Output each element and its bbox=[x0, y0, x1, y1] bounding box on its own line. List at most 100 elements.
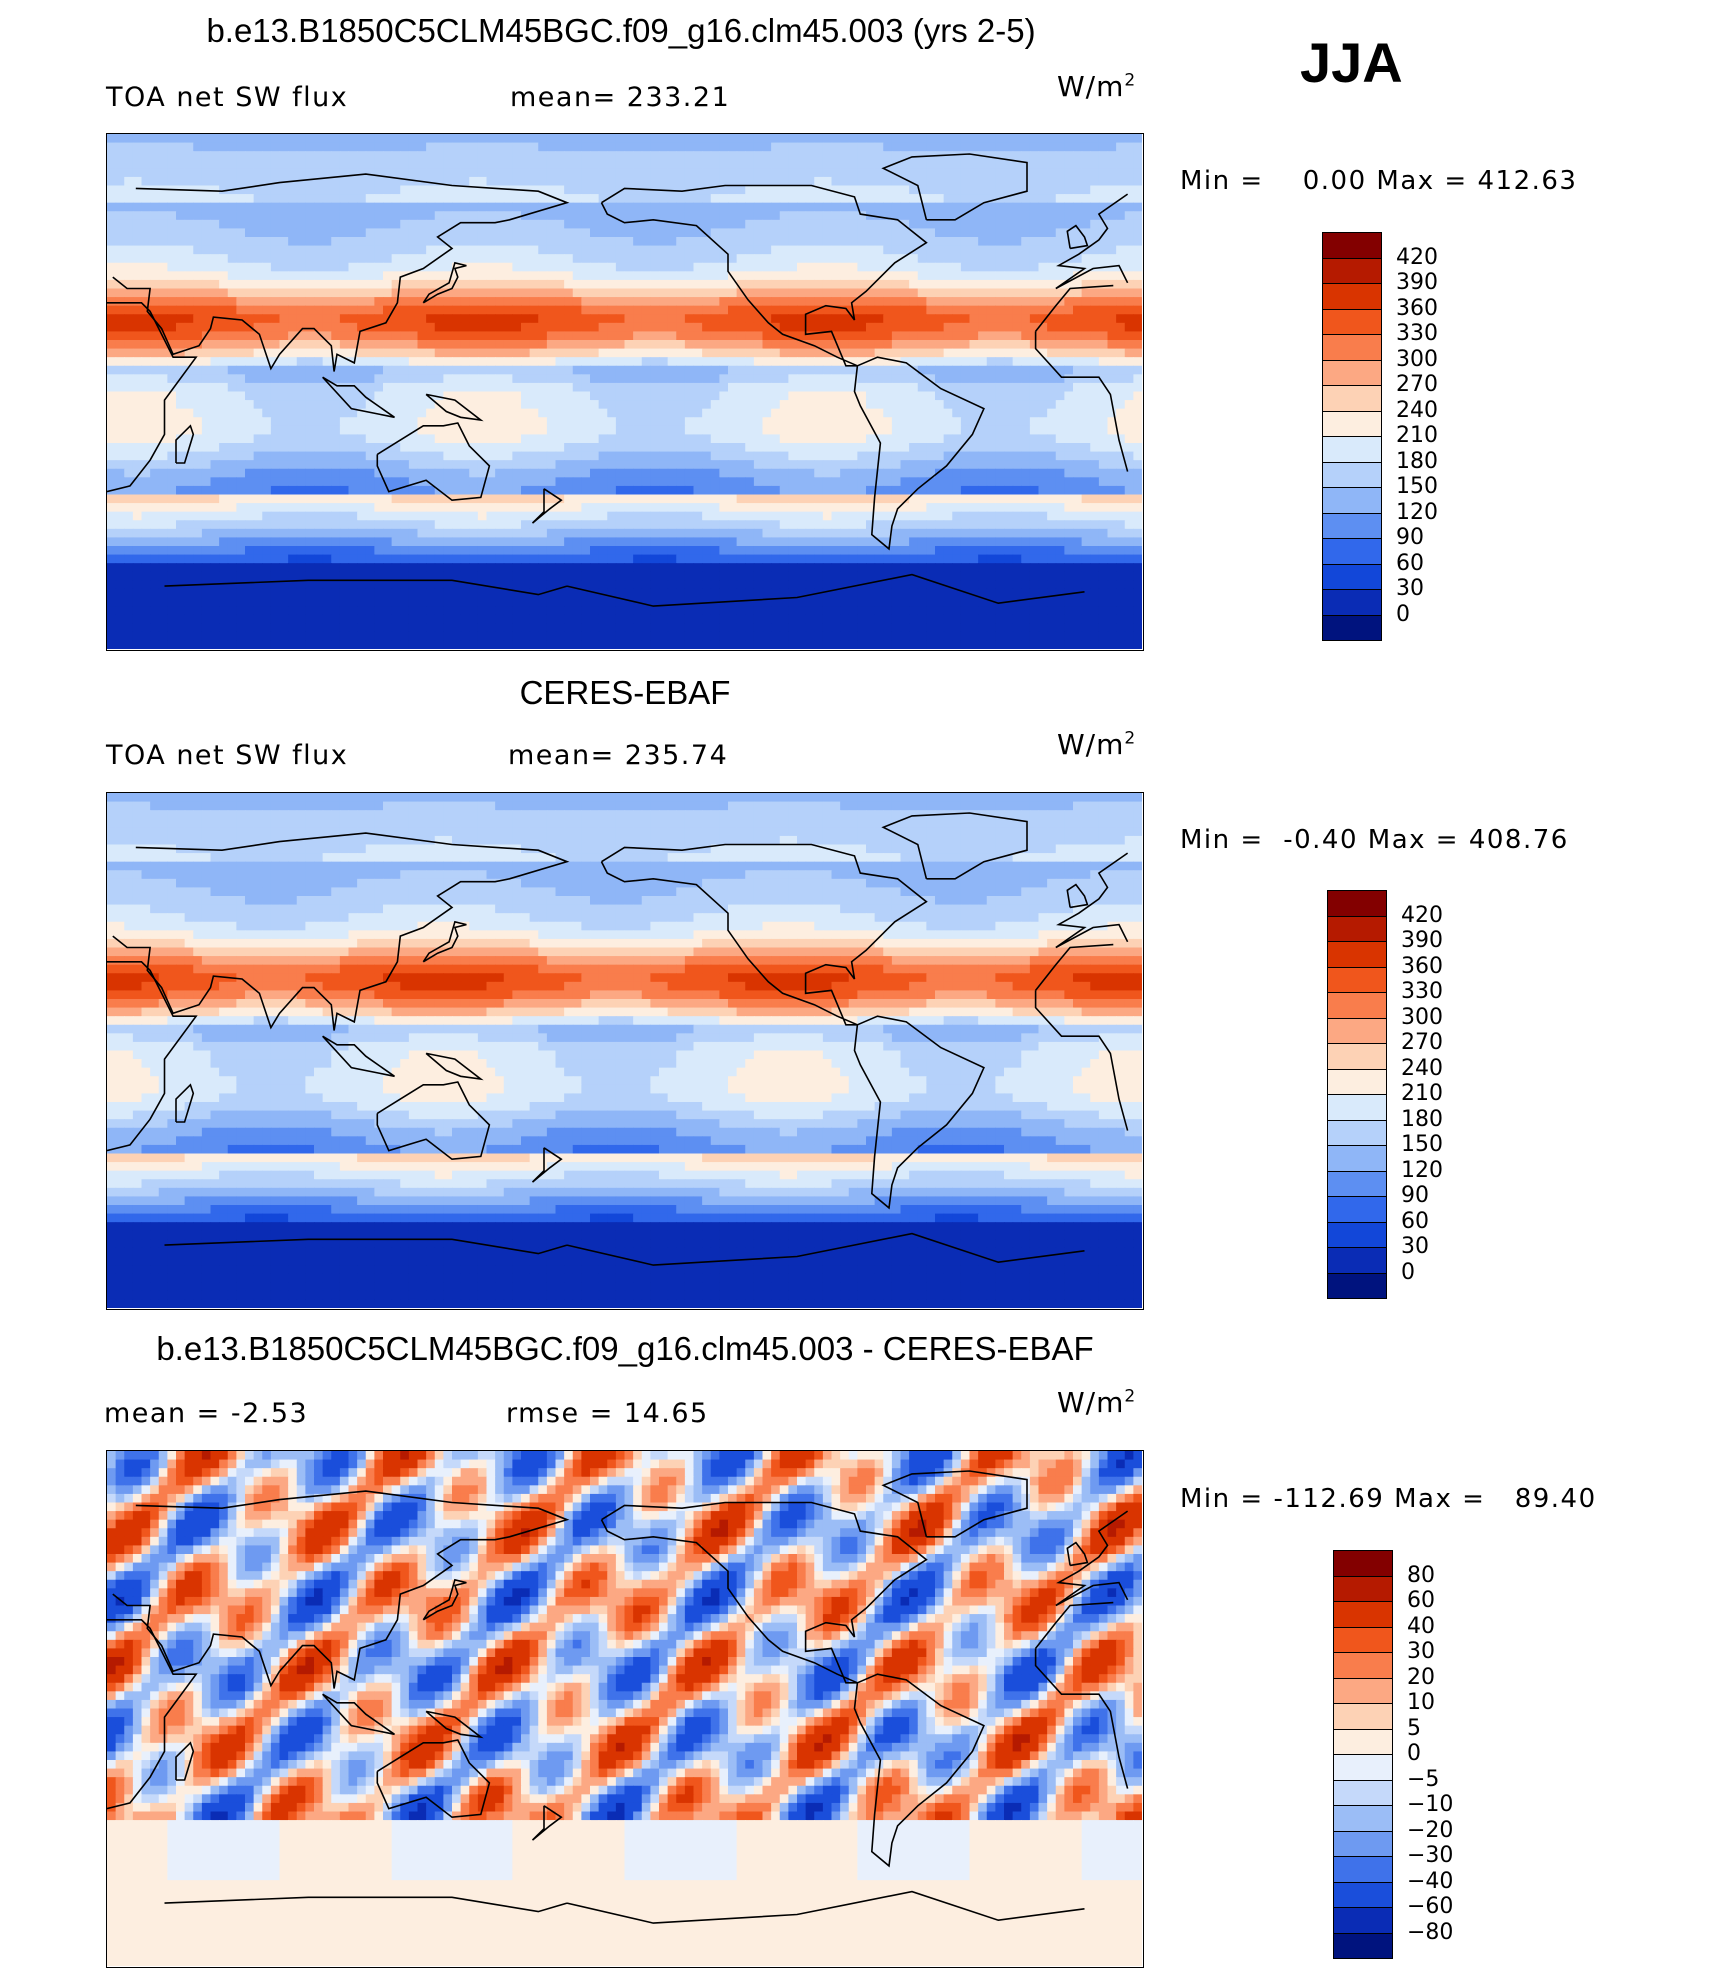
field-cell bbox=[495, 451, 505, 461]
field-cell bbox=[1029, 322, 1040, 333]
field-cell bbox=[1081, 322, 1091, 333]
field-cell bbox=[158, 451, 168, 461]
field-cell bbox=[503, 159, 513, 169]
field-cell bbox=[210, 305, 220, 315]
field-cell bbox=[659, 176, 669, 187]
field-cell bbox=[572, 151, 582, 161]
field-cell bbox=[1090, 365, 1100, 375]
field-cell bbox=[762, 305, 772, 315]
field-cell bbox=[995, 271, 1005, 281]
field-cell bbox=[477, 297, 488, 307]
field-cell bbox=[124, 185, 134, 195]
field-cell bbox=[1038, 451, 1048, 461]
field-cell bbox=[1021, 374, 1031, 384]
field-cell bbox=[383, 279, 393, 290]
field-cell bbox=[866, 348, 876, 358]
field-cell bbox=[667, 425, 677, 436]
field-cell bbox=[495, 176, 505, 187]
field-cell bbox=[900, 237, 910, 247]
field-cell bbox=[1004, 357, 1014, 367]
field-cell bbox=[555, 451, 565, 461]
field-cell bbox=[236, 468, 246, 478]
field-cell bbox=[1133, 425, 1142, 436]
field-cell bbox=[736, 142, 746, 152]
field-cell bbox=[917, 382, 927, 393]
field-cell bbox=[840, 271, 850, 281]
field-cell bbox=[1029, 348, 1040, 358]
field-cell bbox=[391, 477, 401, 487]
field-cell bbox=[564, 168, 574, 178]
field-cell bbox=[1064, 365, 1074, 375]
field-cell bbox=[745, 151, 755, 161]
field-cell bbox=[719, 425, 729, 436]
field-cell bbox=[115, 262, 125, 272]
field-cell bbox=[1116, 434, 1126, 444]
field-cell bbox=[184, 485, 194, 496]
field-cell bbox=[969, 305, 979, 315]
field-cell bbox=[201, 451, 212, 461]
field-cell bbox=[546, 211, 557, 221]
field-cell bbox=[210, 434, 220, 444]
field-cell bbox=[486, 485, 496, 496]
field-cell bbox=[926, 382, 936, 393]
field-cell bbox=[1133, 237, 1142, 247]
field-cell bbox=[710, 391, 720, 401]
field-cell bbox=[693, 134, 703, 144]
field-cell bbox=[1107, 451, 1117, 461]
field-cell bbox=[943, 142, 953, 152]
field-cell bbox=[1029, 151, 1040, 161]
field-cell bbox=[452, 151, 462, 161]
field-cell bbox=[115, 254, 125, 264]
field-cell bbox=[150, 288, 160, 298]
field-cell bbox=[719, 271, 729, 281]
field-cell bbox=[857, 142, 867, 152]
field-cell bbox=[572, 237, 582, 247]
field-cell bbox=[383, 365, 393, 375]
field-cell bbox=[684, 159, 695, 169]
field-cell bbox=[141, 331, 151, 341]
field-cell bbox=[477, 228, 488, 238]
field-cell bbox=[684, 134, 695, 144]
field-cell bbox=[1021, 279, 1031, 290]
field-cell bbox=[158, 279, 168, 290]
field-cell bbox=[1038, 159, 1048, 169]
field-cell bbox=[296, 365, 306, 375]
field-cell bbox=[693, 460, 703, 470]
field-cell bbox=[158, 159, 168, 169]
field-cell bbox=[132, 228, 143, 238]
field-cell bbox=[365, 237, 375, 247]
field-cell bbox=[1012, 451, 1022, 461]
field-cell bbox=[270, 271, 281, 281]
field-cell bbox=[193, 271, 203, 281]
field-cell bbox=[572, 185, 582, 195]
field-cell bbox=[158, 400, 168, 410]
field-cell bbox=[253, 219, 263, 230]
field-cell bbox=[702, 468, 712, 478]
field-cell bbox=[702, 460, 712, 470]
field-cell bbox=[426, 382, 436, 393]
field-cell bbox=[650, 288, 660, 298]
field-cell bbox=[848, 322, 858, 333]
field-cell bbox=[132, 305, 143, 315]
field-cell bbox=[512, 331, 522, 341]
field-cell bbox=[219, 228, 229, 238]
field-cell bbox=[866, 417, 876, 427]
field-cell bbox=[693, 185, 703, 195]
field-cell bbox=[1029, 331, 1040, 341]
field-cell bbox=[762, 254, 772, 264]
field-cell bbox=[383, 451, 393, 461]
field-cell bbox=[452, 228, 462, 238]
field-cell bbox=[590, 400, 600, 410]
field-cell bbox=[374, 245, 384, 255]
field-cell bbox=[546, 262, 557, 272]
field-cell bbox=[1073, 151, 1083, 161]
field-cell bbox=[236, 254, 246, 264]
field-cell bbox=[762, 288, 772, 298]
field-cell bbox=[822, 451, 833, 461]
field-cell bbox=[641, 219, 651, 230]
field-cell bbox=[503, 434, 513, 444]
field-cell bbox=[926, 262, 936, 272]
field-cell bbox=[400, 382, 410, 393]
field-cell bbox=[1004, 340, 1014, 350]
field-cell bbox=[633, 314, 643, 324]
